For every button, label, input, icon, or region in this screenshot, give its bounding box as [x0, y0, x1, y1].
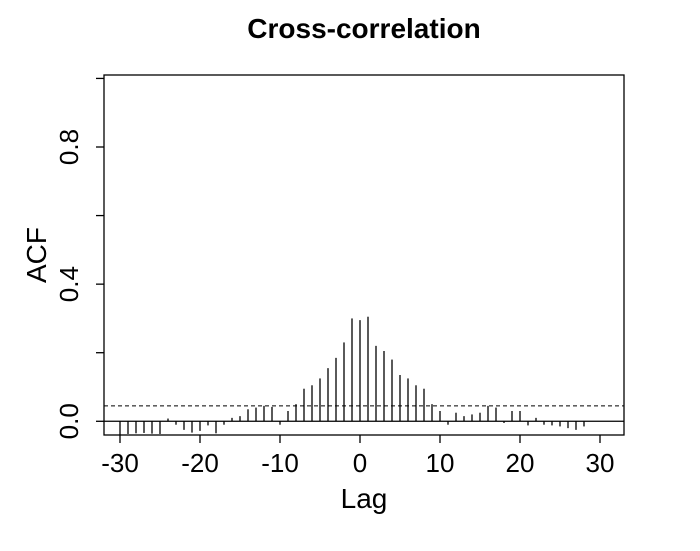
x-tick-label: 0	[353, 448, 367, 478]
x-tick-label: -10	[261, 448, 299, 478]
y-tick-label: 0.0	[54, 403, 84, 439]
x-tick-label: 20	[506, 448, 535, 478]
x-tick-label: 10	[426, 448, 455, 478]
x-tick-label: 30	[586, 448, 615, 478]
x-tick-label: -20	[181, 448, 219, 478]
y-axis-label: ACF	[21, 227, 52, 283]
y-tick-label: 0.4	[54, 266, 84, 302]
y-tick-label: 0.8	[54, 129, 84, 165]
chart-title: Cross-correlation	[247, 13, 480, 44]
x-tick-label: -30	[101, 448, 139, 478]
plot-box	[103, 74, 625, 436]
x-axis-label: Lag	[341, 483, 388, 514]
